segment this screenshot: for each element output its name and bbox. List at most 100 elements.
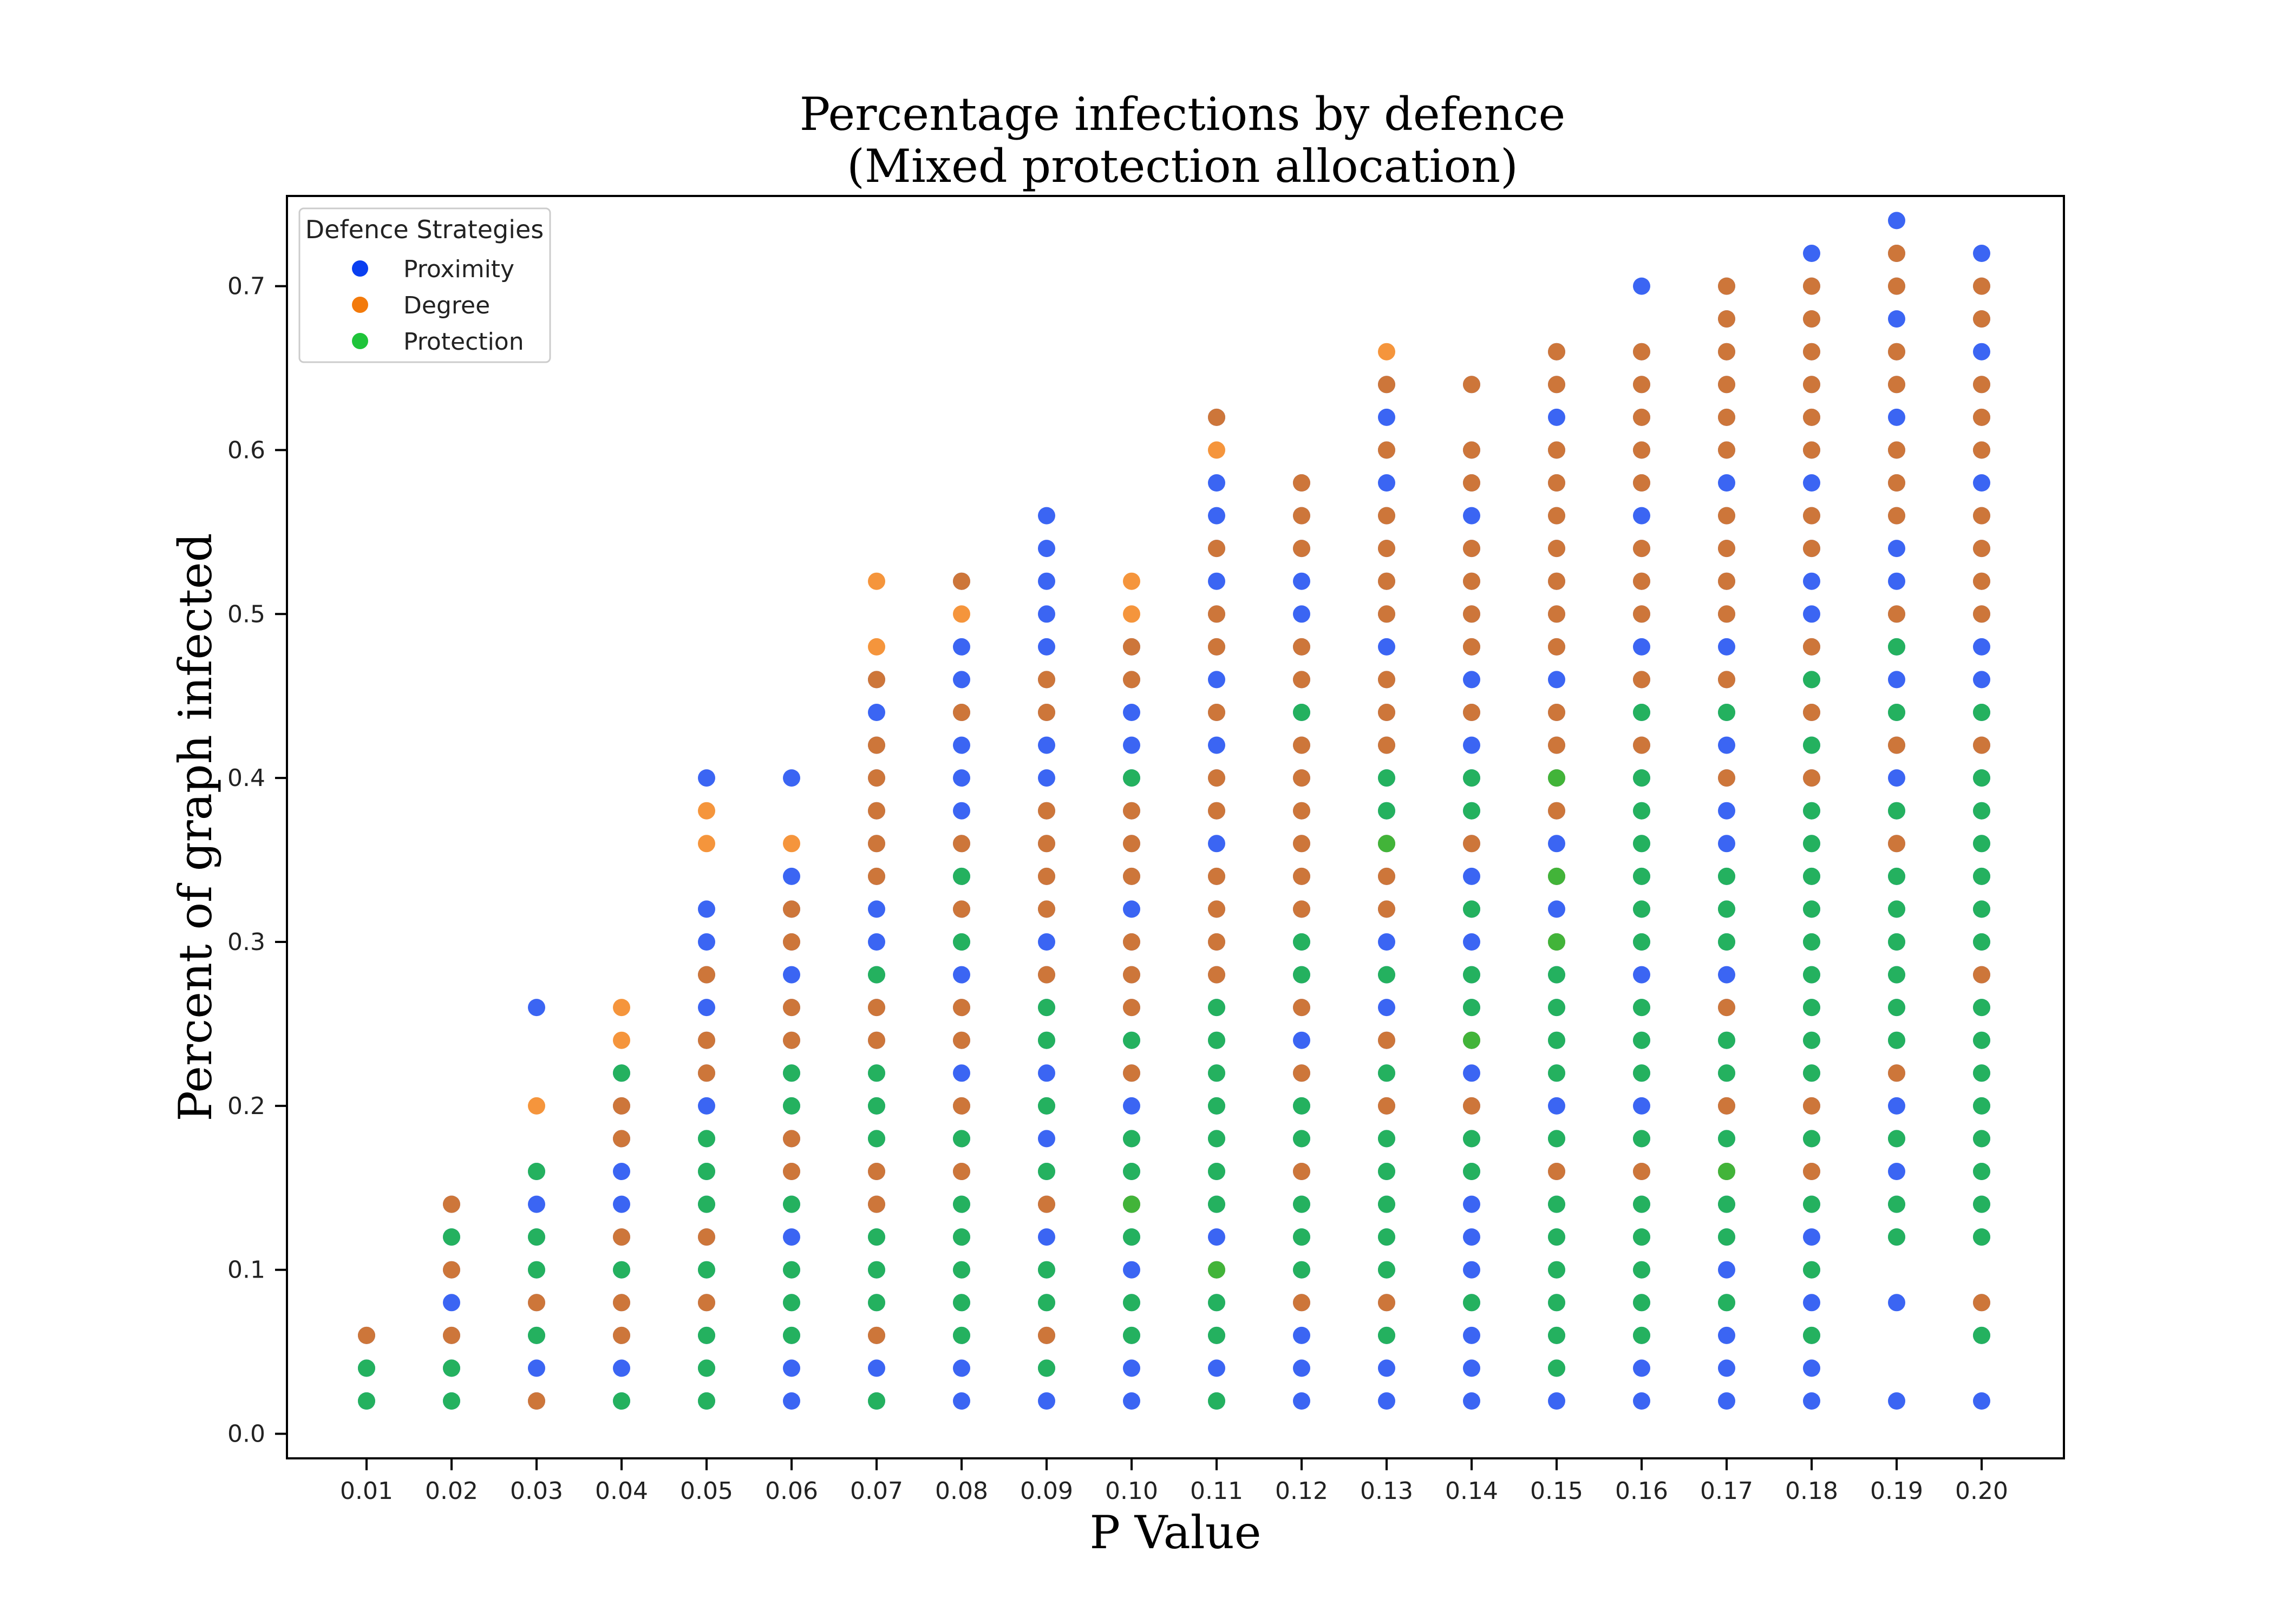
data-point-protection [1633,1294,1650,1312]
data-point-degree [1293,736,1310,754]
data-point-protection [443,1359,460,1377]
data-point-protection [1718,1031,1735,1049]
data-point-degree [1038,671,1055,689]
data-point-protection [783,1261,800,1279]
data-point-degree [1293,835,1310,853]
data-point-degree [1718,999,1735,1017]
data-point-proximity [698,769,715,787]
data-point-degree [868,802,885,820]
data-point-protection [1633,999,1650,1017]
data-point-degree [1888,245,1905,262]
data-point-protection [1123,1294,1140,1312]
data-point-degree [1463,376,1480,394]
data-point-proximity [1038,736,1055,754]
y-tick-label: 0.7 [227,273,265,300]
data-point-degree [868,736,885,754]
data-point-degree [1123,638,1140,656]
data-point-protection [1718,1130,1735,1148]
x-axis-label: P Value [1090,1506,1262,1559]
data-point-protection [1888,1031,1905,1049]
data-point-degree [1208,408,1225,426]
y-tick-label: 0.1 [227,1256,265,1284]
data-point-degree [868,572,885,590]
data-point-protection [1463,1163,1480,1180]
data-point-protection [1633,1228,1650,1246]
data-point-degree [1293,999,1310,1017]
data-point-degree [1463,638,1480,656]
data-point-proximity [868,900,885,918]
data-point-protection [1208,1261,1225,1279]
data-point-protection [1973,802,1990,820]
data-point-proximity [1718,1326,1735,1344]
data-point-proximity [1208,835,1225,853]
series-protection [358,638,1990,1410]
data-point-degree [1718,376,1735,394]
data-point-degree [1208,540,1225,558]
data-point-protection [868,1261,885,1279]
data-point-proximity [1038,1130,1055,1148]
data-point-degree [1208,769,1225,787]
data-point-proximity [1888,572,1905,590]
data-point-protection [1973,1097,1990,1115]
data-point-degree [868,867,885,885]
data-point-protection [1973,769,1990,787]
data-point-proximity [868,933,885,951]
data-point-protection [1803,1261,1820,1279]
legend-entries: Proximity Degree Protection [352,256,524,356]
data-point-proximity [953,769,970,787]
data-point-protection [953,933,970,951]
data-point-protection [1548,999,1565,1017]
data-point-protection [1293,704,1310,721]
data-point-degree [1293,769,1310,787]
x-tick-label: 0.18 [1785,1477,1838,1505]
data-point-protection [1463,900,1480,918]
data-point-degree [1718,310,1735,328]
data-point-degree [698,802,715,820]
data-point-protection [1548,933,1565,951]
data-point-degree [1888,441,1905,459]
data-point-protection [1633,769,1650,787]
data-point-proximity [1718,474,1735,492]
data-point-degree [1803,638,1820,656]
data-point-proximity [1293,1392,1310,1410]
data-point-protection [1378,1195,1395,1213]
data-point-protection [1208,1163,1225,1180]
legend-label-protection: Protection [403,328,524,356]
data-point-proximity [953,1392,970,1410]
data-point-proximity [1378,933,1395,951]
data-point-degree [1888,277,1905,295]
data-point-proximity [1888,310,1905,328]
data-point-degree [1633,343,1650,361]
data-point-protection [1208,1097,1225,1115]
data-point-protection [1548,1064,1565,1082]
data-point-degree [1038,867,1055,885]
data-point-degree [1378,376,1395,394]
data-point-proximity [1038,572,1055,590]
legend-marker-protection [352,333,368,349]
data-point-degree [953,999,970,1017]
data-point-degree [1888,835,1905,853]
data-point-proximity [1293,605,1310,623]
data-point-degree [1633,572,1650,590]
data-point-degree [1378,1294,1395,1312]
data-point-degree [1463,474,1480,492]
data-point-degree [1973,1294,1990,1312]
data-point-degree [1803,540,1820,558]
data-point-proximity [1123,1359,1140,1377]
data-point-degree [953,1163,970,1180]
data-point-protection [698,1261,715,1279]
data-point-protection [1378,1130,1395,1148]
data-point-degree [868,1195,885,1213]
data-point-proximity [1803,1294,1820,1312]
data-point-proximity [1888,769,1905,787]
data-point-proximity [1548,671,1565,689]
data-point-protection [868,1097,885,1115]
data-point-degree [1633,441,1650,459]
data-point-protection [1548,1326,1565,1344]
data-point-protection [1038,1097,1055,1115]
data-point-protection [1208,1294,1225,1312]
data-point-degree [868,1031,885,1049]
data-point-degree [1293,474,1310,492]
data-point-degree [868,1163,885,1180]
